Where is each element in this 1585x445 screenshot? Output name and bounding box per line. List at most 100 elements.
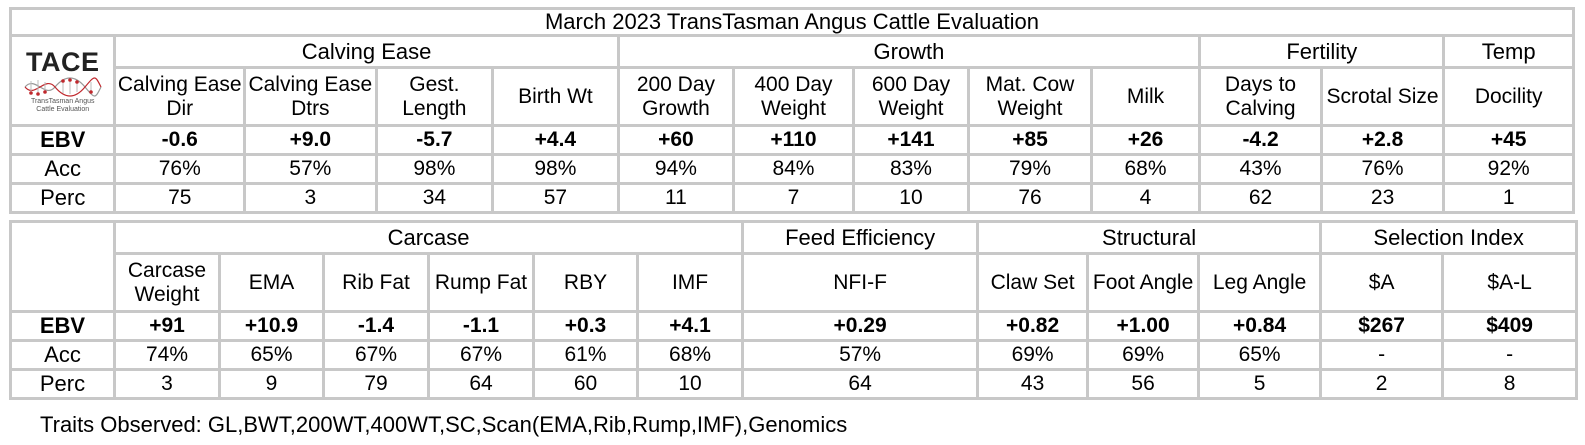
group-feed-efficiency: Feed Efficiency <box>741 220 980 255</box>
logo-cell: TACE TransTasman Angus Cattle Evalu <box>8 34 117 127</box>
trait-header: Rump Fat <box>427 252 535 313</box>
trait-header: 600 Day Weight <box>851 66 971 127</box>
perc-value: 5 <box>1197 368 1323 400</box>
ebv-value: +45 <box>1442 124 1575 156</box>
perc-value: 9 <box>218 368 325 400</box>
perc-value: 34 <box>374 182 495 214</box>
perc-value: 56 <box>1086 368 1201 400</box>
evaluation-table-top: March 2023 TransTasman Angus Cattle Eval… <box>8 7 1575 214</box>
ebv-value: +4.4 <box>491 124 620 156</box>
acc-value: 79% <box>967 153 1093 185</box>
ebv-value: +85 <box>967 124 1093 156</box>
acc-value: 67% <box>322 339 430 371</box>
perc-value: 7 <box>732 182 855 214</box>
acc-value: 68% <box>1089 153 1202 185</box>
perc-value: 3 <box>243 182 378 214</box>
trait-header: Foot Angle <box>1086 252 1201 313</box>
ebv-value: +2.8 <box>1319 124 1446 156</box>
trait-header: 200 Day Growth <box>616 66 736 127</box>
trait-header: Mat. Cow Weight <box>967 66 1093 127</box>
acc-value: 98% <box>491 153 620 185</box>
ebv-value: +1.00 <box>1086 310 1201 342</box>
ebv-value: +0.3 <box>532 310 639 342</box>
ebv-value: -1.1 <box>427 310 535 342</box>
perc-value: 57 <box>491 182 620 214</box>
ebv-value: -4.2 <box>1198 124 1323 156</box>
acc-value: 74% <box>113 339 221 371</box>
traits-observed-note: Traits Observed: GL,BWT,200WT,400WT,SC,S… <box>40 412 848 437</box>
group-fertility: Fertility <box>1198 34 1446 69</box>
acc-value: 57% <box>741 339 980 371</box>
trait-header: Scrotal Size <box>1319 66 1446 127</box>
trait-header: Milk <box>1089 66 1202 127</box>
ebv-value: -0.6 <box>113 124 247 156</box>
acc-value: 98% <box>374 153 495 185</box>
perc-value: 1 <box>1442 182 1575 214</box>
group-selection-index: Selection Index <box>1319 220 1579 255</box>
logo-spacer-cell <box>9 220 116 313</box>
acc-value: 76% <box>113 153 247 185</box>
ebv-value: +4.1 <box>635 310 745 342</box>
perc-value: 79 <box>322 368 430 400</box>
ebv-value: $267 <box>1319 310 1445 342</box>
acc-value: 65% <box>218 339 325 371</box>
trait-header: IMF <box>635 252 745 313</box>
acc-value: 61% <box>532 339 639 371</box>
perc-value: 64 <box>741 368 980 400</box>
acc-value: 65% <box>1197 339 1323 371</box>
ebv-value: -1.4 <box>322 310 430 342</box>
trait-header: Gest. Length <box>374 66 495 127</box>
ebv-value: +26 <box>1089 124 1202 156</box>
perc-value: 60 <box>532 368 639 400</box>
perc-value: 3 <box>113 368 221 400</box>
perc-value: 4 <box>1089 182 1202 214</box>
acc-value: 68% <box>635 339 745 371</box>
trait-header: 400 Day Weight <box>732 66 855 127</box>
row-label-acc: Acc <box>8 153 117 185</box>
acc-value: 67% <box>427 339 535 371</box>
perc-value: 10 <box>851 182 971 214</box>
row-label-ebv: EBV <box>8 124 117 156</box>
trait-header: RBY <box>532 252 639 313</box>
ebv-value: $409 <box>1441 310 1579 342</box>
trait-header: Docility <box>1442 66 1575 127</box>
ebv-value: +0.29 <box>741 310 980 342</box>
trait-header: Birth Wt <box>491 66 620 127</box>
ebv-value: +0.82 <box>976 310 1090 342</box>
trait-header: $A-L <box>1441 252 1579 313</box>
trait-header: EMA <box>218 252 325 313</box>
ebv-value: +10.9 <box>218 310 325 342</box>
perc-value: 2 <box>1319 368 1445 400</box>
trait-header: Carcase Weight <box>113 252 221 313</box>
trait-header: Rib Fat <box>322 252 430 313</box>
trait-header: Calving Ease Dtrs <box>243 66 378 127</box>
ebv-value: +9.0 <box>243 124 378 156</box>
trait-header: Calving Ease Dir <box>113 66 247 127</box>
perc-value: 23 <box>1319 182 1446 214</box>
perc-value: 76 <box>967 182 1093 214</box>
tace-logo: TACE TransTasman Angus Cattle Evalu <box>14 48 112 114</box>
perc-value: 64 <box>427 368 535 400</box>
ebv-value: +91 <box>113 310 221 342</box>
trait-header: Claw Set <box>976 252 1090 313</box>
row-label-acc: Acc <box>9 339 116 371</box>
acc-value: 83% <box>851 153 971 185</box>
perc-value: 8 <box>1441 368 1579 400</box>
group-growth: Growth <box>616 34 1202 69</box>
acc-value: 69% <box>1086 339 1201 371</box>
evaluation-table-bottom: Carcase Feed Efficiency Structural Selec… <box>9 220 1579 400</box>
acc-value: - <box>1319 339 1445 371</box>
row-label-ebv: EBV <box>9 310 116 342</box>
acc-value: 84% <box>732 153 855 185</box>
group-structural: Structural <box>976 220 1323 255</box>
trait-header: $A <box>1319 252 1445 313</box>
row-label-perc: Perc <box>8 182 117 214</box>
group-temp: Temp <box>1442 34 1575 69</box>
acc-value: 76% <box>1319 153 1446 185</box>
acc-value: 43% <box>1198 153 1323 185</box>
ebv-value: +0.84 <box>1197 310 1323 342</box>
dna-helix-icon <box>24 76 102 97</box>
perc-value: 10 <box>635 368 745 400</box>
group-calving-ease: Calving Ease <box>113 34 620 69</box>
trait-header: NFI-F <box>741 252 980 313</box>
